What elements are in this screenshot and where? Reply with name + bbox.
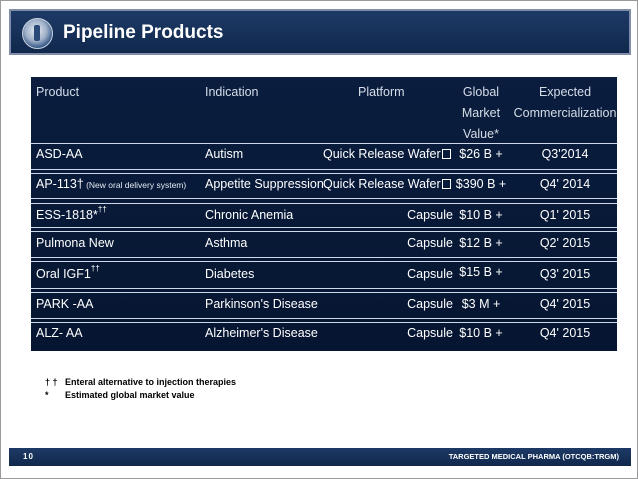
pipeline-table: Product Indication Platform Global Marke… [31,77,617,351]
product-superscript: †† [97,205,107,214]
header-market-line1: Global [462,85,500,99]
footnote-mark: * [45,390,49,400]
table-row: Pulmona New Asthma Capsule $12 B + Q2' 2… [31,231,617,257]
row-separator [31,143,617,144]
title-bar: Pipeline Products [9,9,631,55]
table-row: ESS-1818*†† Chronic Anemia Capsule $10 B… [31,203,617,227]
footnotes: † † Enteral alternative to injection ther… [45,376,236,402]
cell-product: Pulmona New [36,236,114,250]
cell-platform: Capsule [407,326,453,340]
table-row: ASD-AA Autism Quick Release Wafer $26 B … [31,143,617,169]
header-product: Product [36,85,80,99]
header-market-value: Global Market Value* [456,82,506,145]
row-separator [31,173,617,174]
table-row: ALZ- AA Alzheimer's Disease Capsule $10 … [31,322,617,348]
cell-platform: Capsule [407,208,453,222]
cell-platform: Capsule [407,297,453,311]
row-separator [31,288,617,289]
cell-platform: Capsule [407,236,453,250]
cell-market-value: $10 B + [459,208,503,222]
cell-indication: Parkinson's Disease [205,297,318,311]
cell-product: AP-113† (New oral delivery system) [36,177,186,191]
cell-indication: Diabetes [205,267,255,281]
table-row: Oral IGF1†† Diabetes Capsule $15 B + Q3'… [31,261,617,288]
footer-company-text: TARGETED MEDICAL PHARMA (OTCQB:TRGM) [448,452,619,461]
cell-expected-date: Q4' 2015 [539,297,591,311]
slide-title: Pipeline Products [63,22,224,43]
cell-indication: Asthma [205,236,248,250]
product-name: ASD-AA [36,147,83,161]
product-note: (New oral delivery system) [83,180,187,190]
row-separator [31,322,617,323]
cell-expected-date: Q1' 2015 [539,208,591,222]
company-logo-icon [22,18,53,49]
cell-market-value: $390 B + [455,177,507,191]
cell-product: ESS-1818*†† [36,205,107,222]
cell-market-value: $12 B + [459,236,503,250]
cell-expected-date: Q4' 2014 [539,177,591,191]
cell-market-value: $10 B + [459,326,503,340]
page-number: 10 [23,452,34,461]
unrendered-glyph-icon [441,149,451,159]
cell-indication: Chronic Anemia [205,208,294,222]
footnote: * Estimated global market value [45,389,236,402]
cell-market-value: $15 B + [459,265,503,279]
row-separator [31,257,617,258]
row-separator [31,203,617,204]
cell-product: ALZ- AA [36,326,83,340]
row-separator [31,292,617,293]
footnote-text: Enteral alternative to injection therapi… [65,377,237,387]
row-separator [31,169,617,170]
product-superscript: †† [90,264,100,273]
header-platform: Platform [358,85,405,99]
cell-expected-date: Q3' 2015 [539,267,591,281]
header-expected-line1: Expected [538,85,592,99]
row-separator [31,318,617,319]
platform-name: Quick Release Wafer [323,177,441,191]
product-name: Oral IGF1 [36,267,91,281]
cell-expected-date: Q3'2014 [541,147,589,161]
platform-name: Quick Release Wafer [323,147,441,161]
header-indication: Indication [205,85,259,99]
header-expected-line2: Commercialization [513,106,617,120]
cell-product: ASD-AA [36,147,83,161]
cell-indication: Alzheimer's Disease [205,326,318,340]
row-separator [31,231,617,232]
unrendered-glyph-icon [441,179,451,189]
row-separator [31,198,617,199]
header-expected-commercialization: Expected Commercialization [513,82,617,124]
cell-platform: Quick Release Wafer [323,177,451,191]
header-market-line2: Market [461,106,501,120]
table-row: PARK -AA Parkinson's Disease Capsule $3 … [31,292,617,318]
cell-platform: Capsule [407,267,453,281]
header-market-line3: Value* [463,127,499,141]
product-name: AP-113† [36,177,84,191]
cell-market-value: $26 B + [459,147,503,161]
footnote-text: Estimated global market value [65,390,195,400]
cell-product: PARK -AA [36,297,94,311]
row-separator [31,261,617,262]
cell-platform: Quick Release Wafer [323,147,451,161]
footnote: † † Enteral alternative to injection ther… [45,376,236,389]
cell-market-value: $3 M + [461,297,501,311]
cell-indication: Appetite Suppression [205,177,324,191]
cell-indication: Autism [205,147,244,161]
cell-expected-date: Q4' 2015 [539,326,591,340]
footer-bar: 10 TARGETED MEDICAL PHARMA (OTCQB:TRGM) [9,448,631,466]
footnote-mark: † † [45,377,58,387]
table-row: AP-113† (New oral delivery system) Appet… [31,173,617,198]
cell-product: Oral IGF1†† [36,264,100,281]
row-separator [31,227,617,228]
cell-expected-date: Q2' 2015 [539,236,591,250]
product-name: ESS-1818* [36,208,98,222]
